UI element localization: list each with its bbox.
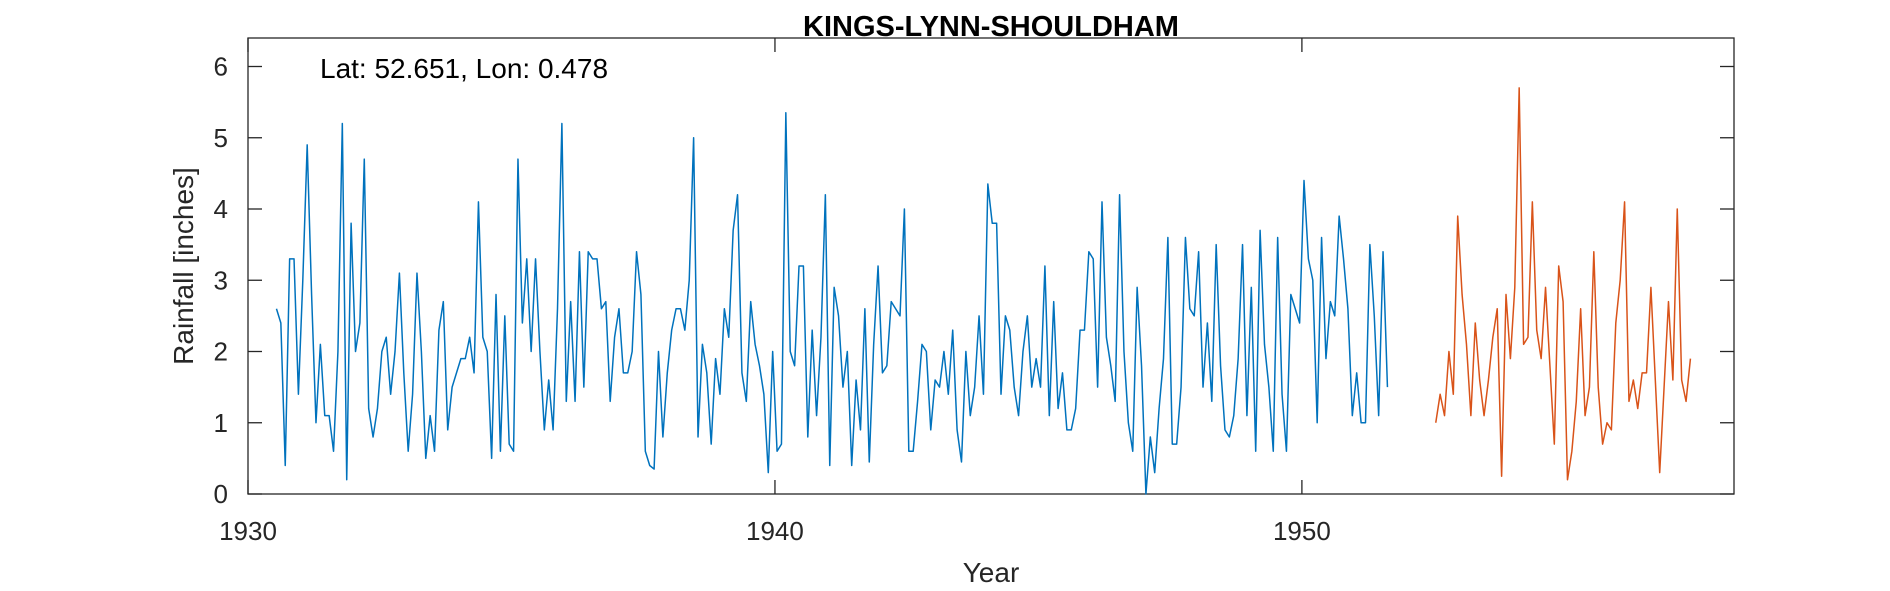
y-tick-label: 2 [214,337,228,367]
series-line-1 [275,112,1389,495]
y-tick-label: 3 [214,265,228,295]
axis-ticks [247,38,1734,495]
y-tick-label: 1 [214,408,228,438]
y-tick-label: 6 [214,52,228,82]
series-line-2 [1435,87,1692,481]
x-axis-label: Year [963,557,1020,588]
x-tick-label: 1950 [1273,516,1331,546]
y-tick-label: 5 [214,123,228,153]
x-tick-label: 1940 [746,516,804,546]
y-tick-label: 0 [214,479,228,509]
y-tick-label: 4 [214,194,228,224]
x-tick-label: 1930 [219,516,277,546]
chart-title: KINGS-LYNN-SHOULDHAM [803,11,1179,43]
tick-labels: 1930 1940 1950 0 1 2 3 4 5 6 [214,52,1331,547]
plot-area [247,37,1735,495]
y-axis-label: Rainfall [inches] [168,167,199,365]
location-annotation: Lat: 52.651, Lon: 0.478 [320,53,608,84]
series-layer [275,87,1692,495]
